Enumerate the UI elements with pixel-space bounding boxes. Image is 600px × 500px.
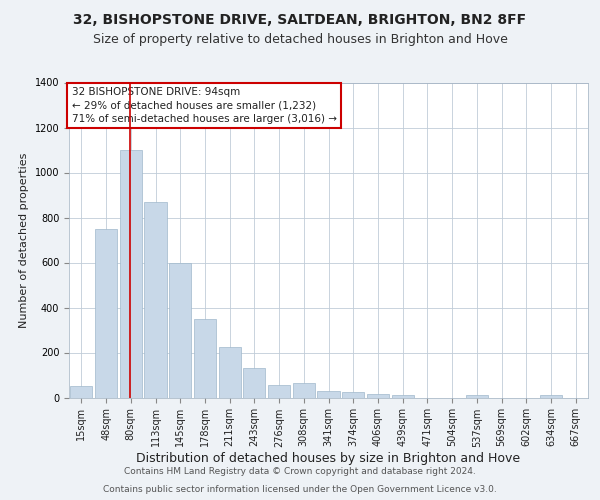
Bar — [540, 395, 562, 398]
Y-axis label: Number of detached properties: Number of detached properties — [19, 152, 29, 328]
Bar — [392, 395, 414, 398]
Bar — [119, 150, 142, 398]
Bar — [243, 368, 265, 398]
Text: 32, BISHOPSTONE DRIVE, SALTDEAN, BRIGHTON, BN2 8FF: 32, BISHOPSTONE DRIVE, SALTDEAN, BRIGHTO… — [73, 12, 527, 26]
Bar — [169, 262, 191, 398]
Bar — [317, 391, 340, 398]
Bar — [194, 319, 216, 398]
Bar — [293, 383, 315, 398]
Text: Contains public sector information licensed under the Open Government Licence v3: Contains public sector information licen… — [103, 485, 497, 494]
Text: Contains HM Land Registry data © Crown copyright and database right 2024.: Contains HM Land Registry data © Crown c… — [124, 467, 476, 476]
Bar — [95, 229, 117, 398]
Bar — [342, 392, 364, 398]
Bar — [466, 395, 488, 398]
Text: 32 BISHOPSTONE DRIVE: 94sqm
← 29% of detached houses are smaller (1,232)
71% of : 32 BISHOPSTONE DRIVE: 94sqm ← 29% of det… — [71, 87, 337, 124]
Bar — [268, 385, 290, 398]
Bar — [367, 394, 389, 398]
Bar — [218, 347, 241, 398]
Bar — [145, 202, 167, 398]
Bar — [70, 386, 92, 398]
Text: Size of property relative to detached houses in Brighton and Hove: Size of property relative to detached ho… — [92, 32, 508, 46]
X-axis label: Distribution of detached houses by size in Brighton and Hove: Distribution of detached houses by size … — [136, 452, 521, 465]
